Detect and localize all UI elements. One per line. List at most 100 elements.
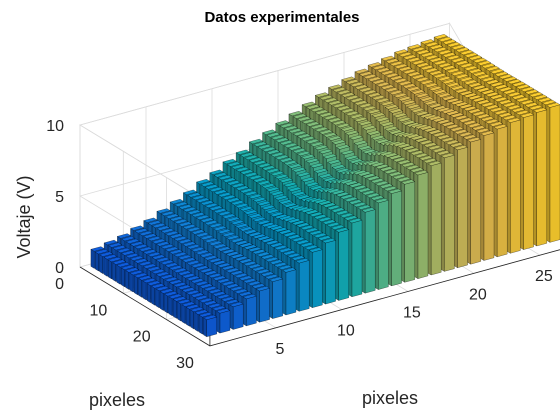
bar-top-face: [410, 89, 426, 95]
bar-top-face: [524, 89, 539, 95]
bar-top-face: [349, 113, 364, 119]
bar-front-face: [312, 249, 323, 308]
bar-top-face: [177, 270, 192, 276]
bar-top-face: [414, 170, 429, 176]
bar-top-face: [463, 65, 478, 71]
bar-top-face: [393, 112, 408, 118]
bar-top-face: [344, 155, 359, 161]
bar-top-face: [431, 147, 447, 153]
bar-top-face: [387, 188, 403, 194]
bar-top-face: [112, 245, 127, 251]
bar-top-face: [133, 258, 149, 264]
bar-side-face: [108, 259, 112, 280]
bar-top-face: [344, 180, 359, 186]
bar-top-face: [239, 152, 255, 158]
bar-top-face: [357, 171, 372, 177]
bar-top-face: [410, 150, 425, 156]
bar-top-face: [415, 110, 430, 117]
bar-top-face: [177, 284, 192, 290]
bar-top-face: [268, 276, 284, 282]
bar-top-face: [295, 258, 310, 264]
bar-top-face: [436, 134, 451, 140]
bar-top-face: [450, 70, 465, 76]
bar: [466, 137, 482, 265]
bar-top-face: [507, 91, 522, 97]
bar-top-face: [441, 65, 457, 71]
bar-top-face: [305, 121, 320, 127]
bar-top-face: [173, 201, 189, 207]
bar-top-face: [326, 204, 341, 211]
bar-top-face: [419, 65, 435, 71]
bar-top-face: [493, 96, 509, 102]
bar-side-face: [129, 272, 134, 293]
bar-top-face: [252, 177, 267, 183]
bar-top-face: [432, 131, 447, 137]
bar-top-face: [239, 226, 254, 232]
bar-top-face: [265, 186, 280, 192]
bar-top-face: [489, 121, 504, 127]
bar-top-face: [401, 120, 417, 126]
bar-side-face: [440, 155, 445, 272]
bar-top-face: [278, 229, 293, 235]
bar-top-face: [415, 76, 430, 82]
bar-top-face: [164, 291, 179, 297]
bar-top-face: [458, 117, 473, 123]
bar-top-face: [415, 49, 431, 55]
bar-top-face: [233, 288, 249, 294]
bar-top-face: [440, 152, 455, 158]
bar-top-face: [242, 293, 257, 300]
bar-top-face: [182, 189, 198, 195]
bar-top-face: [217, 228, 232, 234]
bar-top-face: [286, 252, 301, 258]
bar-top-face: [256, 268, 271, 274]
bar-front-face: [351, 219, 363, 298]
bar-top-face: [330, 207, 346, 213]
bar-top-face: [371, 64, 387, 70]
bar-top-face: [519, 112, 535, 118]
bar-top-face: [327, 135, 342, 141]
bar-top-face: [537, 97, 552, 103]
bar-top-face: [419, 96, 434, 102]
bar-top-face: [480, 102, 495, 108]
bar-side-face: [172, 298, 177, 319]
bar-top-face: [160, 211, 175, 217]
bar-top-face: [484, 104, 500, 110]
bar-top-face: [274, 154, 290, 160]
bar-top-face: [454, 101, 469, 107]
bar-top-face: [455, 60, 470, 66]
bar-top-face: [296, 194, 311, 200]
bar-top-face: [247, 213, 263, 219]
bar-top-face: [185, 289, 201, 295]
bar-top-face: [273, 245, 288, 251]
bar-side-face: [198, 314, 203, 335]
bar-top-face: [198, 297, 214, 303]
bar-top-face: [541, 99, 557, 105]
bar-top-face: [288, 111, 303, 117]
bar-top-face: [326, 222, 341, 228]
bar-top-face: [274, 174, 289, 180]
bar-top-face: [155, 241, 171, 247]
bar-top-face: [437, 49, 452, 55]
bar-top-face: [380, 100, 395, 106]
bar-top-face: [213, 208, 228, 214]
bar-top-face: [247, 231, 262, 237]
bar-top-face: [379, 166, 394, 172]
bar-top-face: [168, 279, 183, 285]
bar-top-face: [164, 246, 179, 252]
bar-top-face: [169, 233, 184, 239]
bar-top-face: [172, 296, 187, 302]
bar-top-face: [234, 272, 249, 279]
bar-top-face: [318, 129, 333, 135]
bar-top-face: [199, 252, 214, 258]
bar-top-face: [146, 266, 162, 272]
bar-top-face: [160, 228, 175, 234]
bar-front-face: [430, 162, 442, 276]
bar-top-face: [147, 236, 162, 242]
bar-top-face: [120, 264, 135, 270]
bar-side-face: [295, 260, 300, 312]
bar-top-face: [445, 110, 460, 116]
bar: [532, 107, 548, 247]
bar-top-face: [278, 177, 294, 183]
x-tick-label: 10: [337, 323, 355, 340]
